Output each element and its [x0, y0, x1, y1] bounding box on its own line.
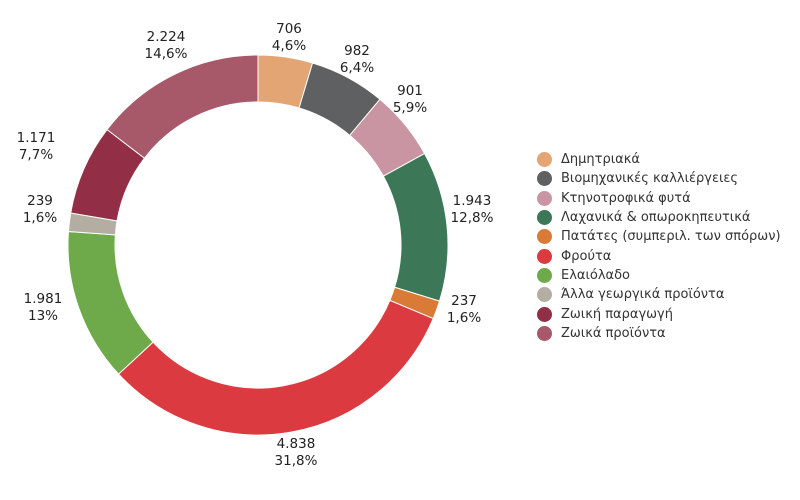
percent-label: 13%	[27, 308, 58, 324]
data-label: 237 1,6%	[447, 293, 481, 327]
legend-swatch	[537, 190, 552, 206]
value-label: 2.224	[146, 29, 186, 45]
percent-label: 6,4%	[339, 60, 375, 76]
percent-label: 14,6%	[144, 46, 188, 62]
legend-label: Κτηνοτροφικά φυτά	[561, 190, 691, 206]
value-label: 1.981	[23, 291, 63, 307]
legend-swatch	[537, 152, 552, 168]
legend-item: Λαχανικά & οπωροκηπευτικά	[537, 208, 781, 227]
data-label: 1.943 12,8%	[451, 193, 494, 227]
legend-label: Ελαιόλαδο	[561, 267, 630, 283]
legend-label: Δημητριακά	[561, 152, 640, 168]
percent-label: 7,7%	[18, 147, 54, 163]
data-label: 1.171 7,7%	[17, 130, 56, 164]
value-label: 982	[344, 43, 370, 59]
percent-label: 12,8%	[450, 210, 494, 226]
legend-swatch	[537, 171, 552, 187]
legend-item: Δημητριακά	[537, 150, 781, 169]
legend-item: Ελαιόλαδο	[537, 266, 781, 285]
donut-slice	[67, 231, 154, 375]
value-label: 239	[27, 193, 53, 209]
legend-swatch	[537, 287, 552, 303]
data-label: 239 1,6%	[23, 193, 57, 227]
legend-swatch	[537, 325, 552, 341]
percent-label: 5,9%	[392, 100, 428, 116]
legend-swatch	[537, 306, 552, 322]
legend-label: Λαχανικά & οπωροκηπευτικά	[561, 210, 751, 226]
percent-label: 1,6%	[22, 210, 58, 226]
percent-label: 4,6%	[271, 38, 307, 54]
legend-item: Ζωικά προϊόντα	[537, 324, 781, 343]
donut-slice	[106, 54, 259, 159]
value-label: 1.171	[16, 130, 56, 146]
legend-item: Φρούτα	[537, 246, 781, 265]
legend-swatch	[537, 229, 552, 245]
data-label: 982 6,4%	[340, 43, 374, 77]
value-label: 901	[397, 83, 423, 99]
legend-label: Πατάτες (συμπεριλ. των σπόρων)	[561, 229, 781, 245]
legend-item: Άλλα γεωργικά προϊόντα	[537, 285, 781, 304]
legend: Δημητριακά Βιομηχανικές καλλιέργειες Κτηνο…	[537, 150, 781, 343]
value-label: 237	[451, 293, 477, 309]
legend-label: Φρούτα	[561, 248, 612, 264]
legend-item: Κτηνοτροφικά φυτά	[537, 189, 781, 208]
donut-slice	[117, 299, 434, 436]
data-label: 2.224 14,6%	[145, 29, 188, 63]
legend-label: Ζωική παραγωγή	[561, 306, 673, 322]
legend-item: Πατάτες (συμπεριλ. των σπόρων)	[537, 227, 781, 246]
legend-label: Ζωικά προϊόντα	[561, 325, 666, 341]
value-label: 1.943	[452, 193, 492, 209]
legend-label: Άλλα γεωργικά προϊόντα	[561, 287, 725, 303]
legend-swatch	[537, 210, 552, 226]
data-label: 1.981 13%	[24, 291, 63, 325]
data-label: 4.838 31,8%	[275, 436, 318, 470]
percent-label: 1,6%	[446, 310, 482, 326]
donut-slice	[382, 152, 449, 302]
legend-item: Βιομηχανικές καλλιέργειες	[537, 169, 781, 188]
legend-swatch	[537, 248, 552, 264]
legend-item: Ζωική παραγωγή	[537, 304, 781, 323]
legend-label: Βιομηχανικές καλλιέργειες	[561, 171, 739, 187]
legend-swatch	[537, 267, 552, 283]
data-label: 901 5,9%	[393, 83, 427, 117]
percent-label: 31,8%	[274, 453, 318, 469]
data-label: 706 4,6%	[272, 21, 306, 55]
value-label: 706	[276, 21, 302, 37]
value-label: 4.838	[276, 436, 316, 452]
